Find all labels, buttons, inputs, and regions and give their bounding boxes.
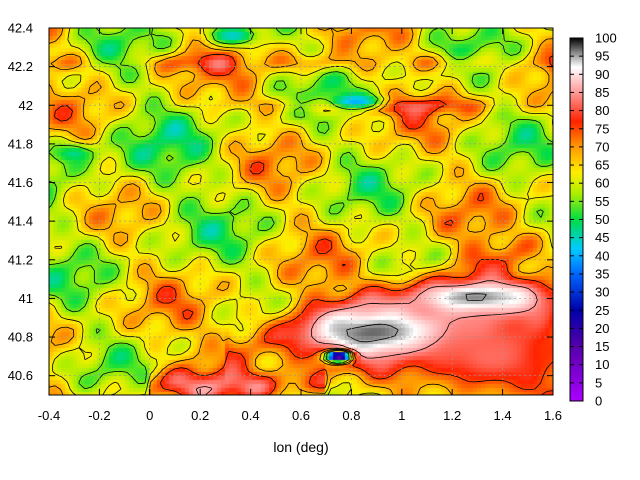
y-tick-label: 40.8	[8, 330, 33, 345]
x-tick-label: -0.4	[38, 408, 60, 423]
y-tick-label: 41.6	[8, 175, 33, 190]
x-tick-label: 0	[146, 408, 153, 423]
y-tick-label: 40.6	[8, 368, 33, 383]
contour-level-75	[54, 53, 553, 395]
x-axis: -0.4 -0.2 0 0.2 0.4 0.6 0.8 1 1.2 1.4 1.6	[38, 28, 562, 423]
x-tick-label: 1	[398, 408, 405, 423]
colorbar-tick-label: 75	[595, 121, 609, 136]
colorbar-tick-label: 55	[595, 194, 609, 209]
x-tick-label: 1.4	[494, 408, 512, 423]
heatmap-area	[49, 28, 553, 395]
y-tick-label: 42.2	[8, 59, 33, 74]
colorbar: 0 5 10 15 20 25 30 35 40 45 50 55 60 65 70 75 80 85 90 95 10…	[569, 31, 617, 409]
contour-level-85	[195, 280, 538, 395]
colorbar-tick-label: 65	[595, 158, 609, 173]
y-axis: 40.6 40.8 41 41.2 41.4 41.6 41.8 42 42.2 42.4	[8, 21, 553, 383]
colorbar-tick-label: 35	[595, 266, 609, 281]
contour-level-62	[49, 28, 553, 395]
colorbar-tick-label: 20	[595, 321, 609, 336]
y-tick-label: 41.2	[8, 252, 33, 267]
colorbar-tick-label: 85	[595, 85, 609, 100]
colorbar-tick-label: 10	[595, 357, 609, 372]
y-tick-label: 41	[19, 291, 33, 306]
colorbar-tick-label: 40	[595, 248, 609, 263]
colorbar-tick-label: 90	[595, 67, 609, 82]
x-tick-label: -0.2	[88, 408, 110, 423]
grid-lines	[49, 28, 553, 395]
colorbar-tick-label: 50	[595, 212, 609, 227]
colorbar-tick-label: 100	[595, 31, 617, 46]
y-tick-label: 41.8	[8, 136, 33, 151]
contour-level-68	[49, 28, 553, 395]
y-tick-label: 42.4	[8, 21, 33, 36]
x-axis-label: lon (deg)	[273, 439, 328, 455]
x-tick-label: 0.6	[292, 408, 310, 423]
colorbar-tick-label: 25	[595, 303, 609, 318]
colorbar-tick-label: 30	[595, 285, 609, 300]
x-tick-label: 1.6	[544, 408, 562, 423]
colorbar-ticks: 0 5 10 15 20 25 30 35 40 45 50 55 60 65 70 75 80 85 90 95 10…	[570, 31, 617, 409]
colorbar-tick-label: 60	[595, 176, 609, 191]
colorbar-tick-label: 80	[595, 103, 609, 118]
contour-lines	[49, 28, 553, 395]
x-tick-label: 0.8	[342, 408, 360, 423]
x-tick-label: 0.4	[242, 408, 260, 423]
contour-level-55	[49, 28, 553, 390]
colorbar-tick-label: 45	[595, 230, 609, 245]
x-tick-label: 0.2	[191, 408, 209, 423]
colorbar-tick-label: 95	[595, 49, 609, 64]
x-tick-label: 1.2	[443, 408, 461, 423]
colorbar-tick-label: 5	[595, 375, 602, 390]
colorbar-tick-label: 0	[595, 394, 602, 409]
contour-level-95	[346, 293, 487, 343]
colorbar-tick-label: 70	[595, 139, 609, 154]
y-tick-label: 41.4	[8, 214, 33, 229]
colorbar-tick-label: 15	[595, 339, 609, 354]
y-tick-label: 42	[19, 98, 33, 113]
